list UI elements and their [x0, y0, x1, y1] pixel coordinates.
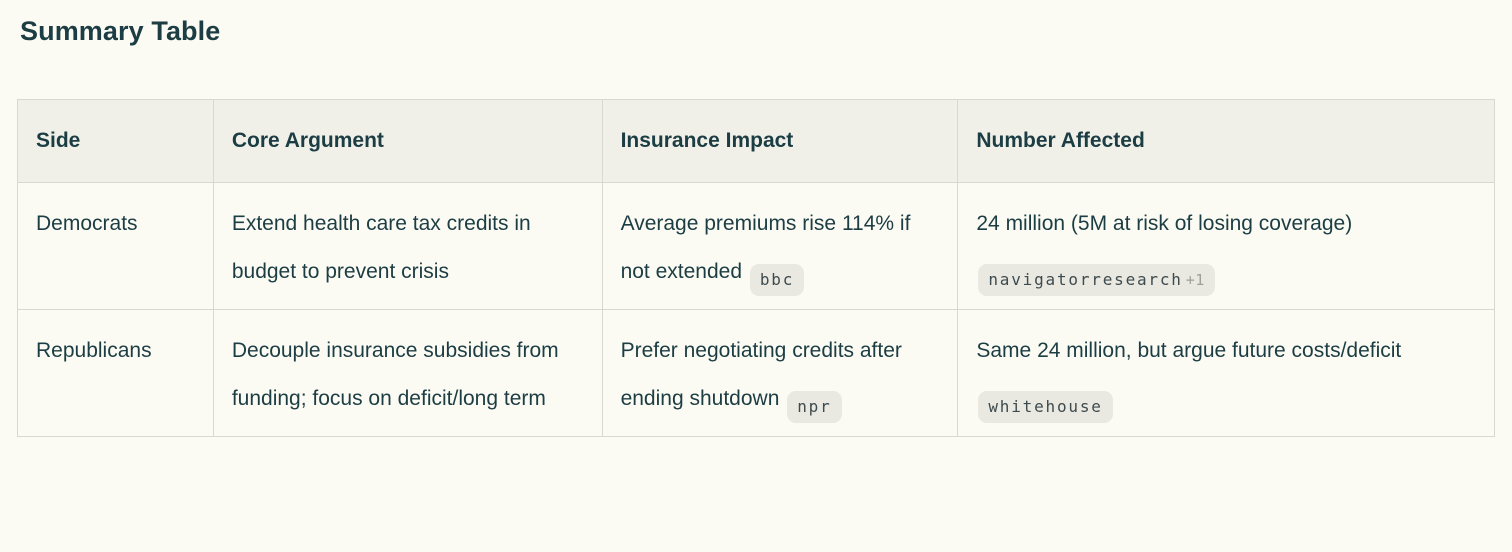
citation-pill-whitehouse[interactable]: whitehouse: [978, 391, 1113, 423]
column-header-core-argument: Core Argument: [212, 99, 603, 183]
cell-text: Extend health care tax credits in budget…: [231, 212, 531, 283]
citation-pill-navigatorresearch[interactable]: navigatorresearch +1: [978, 264, 1215, 296]
cell-text: Average premiums rise 114% if not extend…: [620, 212, 911, 283]
table-row: Republicans Decouple insurance subsidies …: [17, 309, 1495, 437]
table-cell: Average premiums rise 114% if not extend…: [601, 182, 959, 310]
cell-text: Democrats: [36, 212, 138, 235]
citation-extra-count: +1: [1185, 271, 1205, 289]
chat-content-area: Summary Table Side Core Argument Insuran…: [17, 16, 1495, 437]
cell-text: Prefer negotiating credits after ending …: [620, 339, 902, 410]
table-cell: 24 million (5M at risk of losing coverag…: [957, 182, 1495, 310]
cell-text: Same 24 million, but argue future costs/…: [976, 339, 1402, 362]
cell-text: Republicans: [36, 339, 152, 362]
summary-table: Side Core Argument Insurance Impact Numb…: [17, 99, 1495, 437]
table-header-row: Side Core Argument Insurance Impact Numb…: [17, 99, 1495, 183]
page-title: Summary Table: [20, 16, 221, 46]
table-row: Democrats Extend health care tax credits …: [17, 182, 1495, 310]
column-header-insurance-impact: Insurance Impact: [601, 99, 959, 183]
table-cell: Republicans: [17, 309, 214, 437]
citation-pill-bbc[interactable]: bbc: [749, 264, 805, 296]
table-cell: Decouple insurance subsidies from fundin…: [212, 309, 603, 437]
table-cell: Extend health care tax credits in budget…: [212, 182, 603, 310]
citation-pill-npr[interactable]: npr: [787, 391, 842, 423]
table-body: Democrats Extend health care tax credits …: [17, 182, 1495, 437]
cell-text: 24 million (5M at risk of losing coverag…: [976, 212, 1353, 235]
column-header-side: Side: [17, 99, 214, 183]
cell-text: Decouple insurance subsidies from fundin…: [231, 339, 559, 410]
table-cell: Prefer negotiating credits after ending …: [601, 309, 959, 437]
table-cell: Same 24 million, but argue future costs/…: [957, 309, 1495, 437]
table-cell: Democrats: [17, 182, 214, 310]
column-header-number-affected: Number Affected: [957, 99, 1495, 183]
